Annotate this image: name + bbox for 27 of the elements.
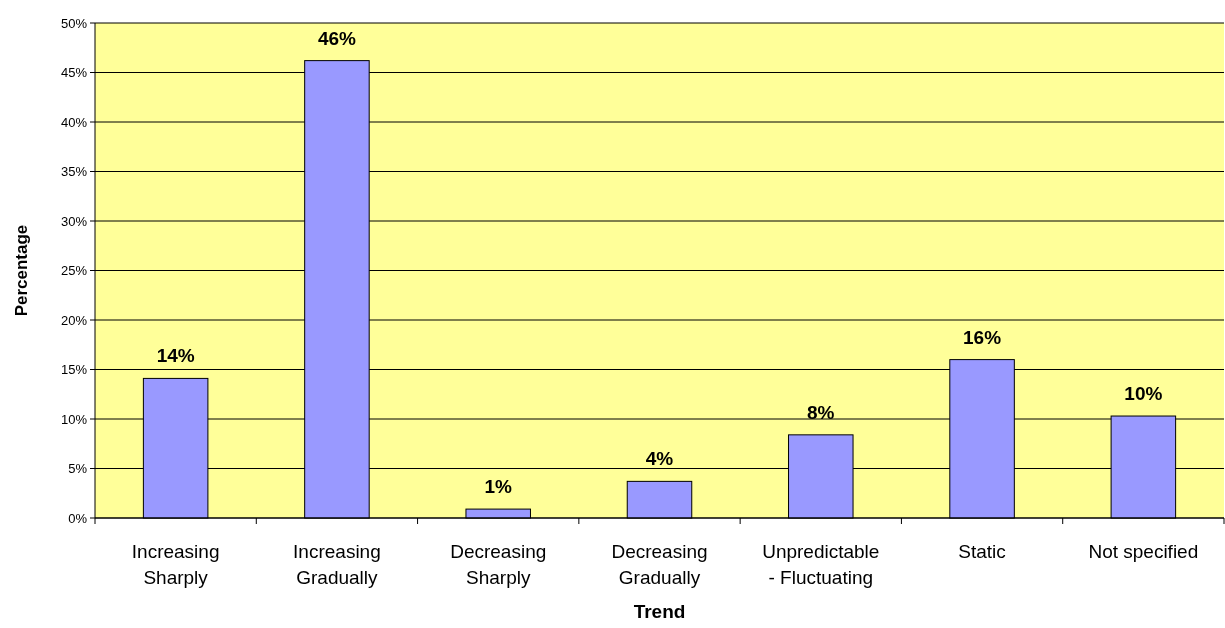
y-tick-label: 20%: [60, 312, 88, 328]
x-tick-label: Decreasing Gradually: [611, 541, 708, 588]
y-tick-label: 0%: [68, 510, 88, 526]
data-label: 8%: [807, 401, 835, 423]
y-tick-label: 30%: [60, 213, 88, 229]
x-tick-label: Decreasing Sharply: [450, 541, 547, 588]
x-tick-label: Static: [958, 541, 1006, 562]
y-tick-label: 45%: [60, 65, 88, 81]
x-axis-title: Trend: [633, 601, 686, 622]
y-tick-label: 50%: [60, 15, 88, 31]
y-tick-label: 5%: [68, 461, 88, 477]
data-label: 4%: [645, 448, 674, 470]
y-tick-label: 15%: [60, 362, 88, 378]
x-tick-label: Unpredictable - Fluctuating: [762, 541, 880, 588]
x-tick-label: Not specified: [1088, 541, 1199, 562]
y-axis-title: Percentage: [12, 224, 31, 317]
data-label: 14%: [156, 345, 195, 367]
y-tick-label: 25%: [60, 263, 88, 279]
data-label: 16%: [963, 326, 1002, 348]
data-label: 46%: [317, 27, 357, 49]
y-tick-label: 35%: [60, 164, 88, 180]
y-tick-label: 10%: [60, 411, 88, 427]
data-label: 1%: [484, 476, 513, 498]
x-tick-label: Increasing Sharply: [131, 541, 220, 588]
x-tick-label: Increasing Gradually: [293, 541, 381, 588]
data-label: 10%: [1124, 383, 1163, 405]
y-tick-label: 40%: [60, 114, 88, 130]
